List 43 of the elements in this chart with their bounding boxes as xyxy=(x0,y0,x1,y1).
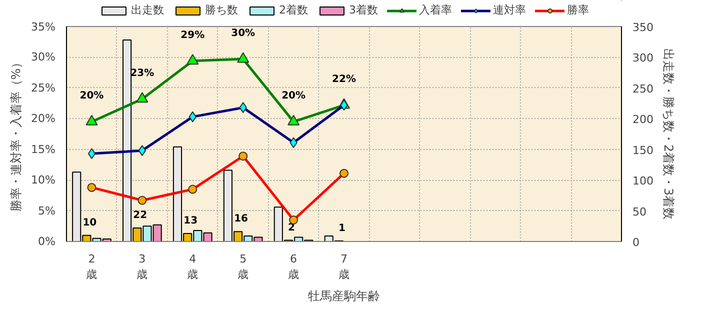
y-tick-label: 35% xyxy=(31,20,56,34)
legend-label: 出走数 xyxy=(131,2,164,18)
y2-tick-label: 350 xyxy=(632,21,654,34)
legend-label: 勝ち数 xyxy=(205,2,238,18)
y-tick-label: 20% xyxy=(31,112,56,126)
x-tick-label: 2 歳 xyxy=(86,252,98,282)
y-tick-label: 5% xyxy=(38,204,56,218)
data-label: 22 xyxy=(133,210,148,221)
y2-tick-label: 250 xyxy=(632,82,654,96)
y-tick-label: 15% xyxy=(31,142,56,156)
x-tick-label: 5 歳 xyxy=(238,252,249,282)
data-label: 13 xyxy=(184,216,198,227)
x-tick-label: 7 歳 xyxy=(338,252,350,282)
data-label: 1 xyxy=(338,222,346,234)
y2-axis-title: 出走数・勝ち数・2着数・3着数 xyxy=(661,48,676,220)
x-tick-label: 4 歳 xyxy=(187,252,198,282)
y-axis-title: 勝率・連対率・入着率（%） xyxy=(9,56,24,212)
data-label: 30% xyxy=(231,28,256,40)
x-tick-label: 6 歳 xyxy=(288,252,300,282)
y2-tick-label: 200 xyxy=(632,113,654,126)
x-axis-title: 牡馬産駒年齢 xyxy=(308,289,380,304)
legend-label: 2着数 xyxy=(279,2,308,18)
x-tick-label: 3 歳 xyxy=(136,252,148,282)
data-label: 22% xyxy=(332,74,356,86)
data-label: 20% xyxy=(282,90,306,102)
y2-tick-label: 300 xyxy=(632,52,654,65)
legend-label: 勝率 xyxy=(567,2,589,18)
y2-tick-label: 150 xyxy=(632,144,654,157)
y-tick-label: 0% xyxy=(38,235,56,248)
legend-label: 連対率 xyxy=(493,2,526,18)
y2-tick-label: 100 xyxy=(632,174,654,188)
data-label: 23% xyxy=(130,68,154,79)
data-label: 20% xyxy=(80,90,104,102)
legend-label: 入着率 xyxy=(419,2,452,18)
y2-tick-label: 50 xyxy=(632,205,646,218)
data-label: 29% xyxy=(180,30,205,41)
y-tick-label: 10% xyxy=(31,174,56,187)
data-label: 10 xyxy=(82,217,97,228)
y-tick-label: 25% xyxy=(31,81,56,94)
y-tick-label: 30% xyxy=(31,50,56,64)
data-label: 16 xyxy=(234,214,248,225)
legend-label: 3着数 xyxy=(349,2,378,18)
y2-tick-label: 0 xyxy=(632,236,640,249)
